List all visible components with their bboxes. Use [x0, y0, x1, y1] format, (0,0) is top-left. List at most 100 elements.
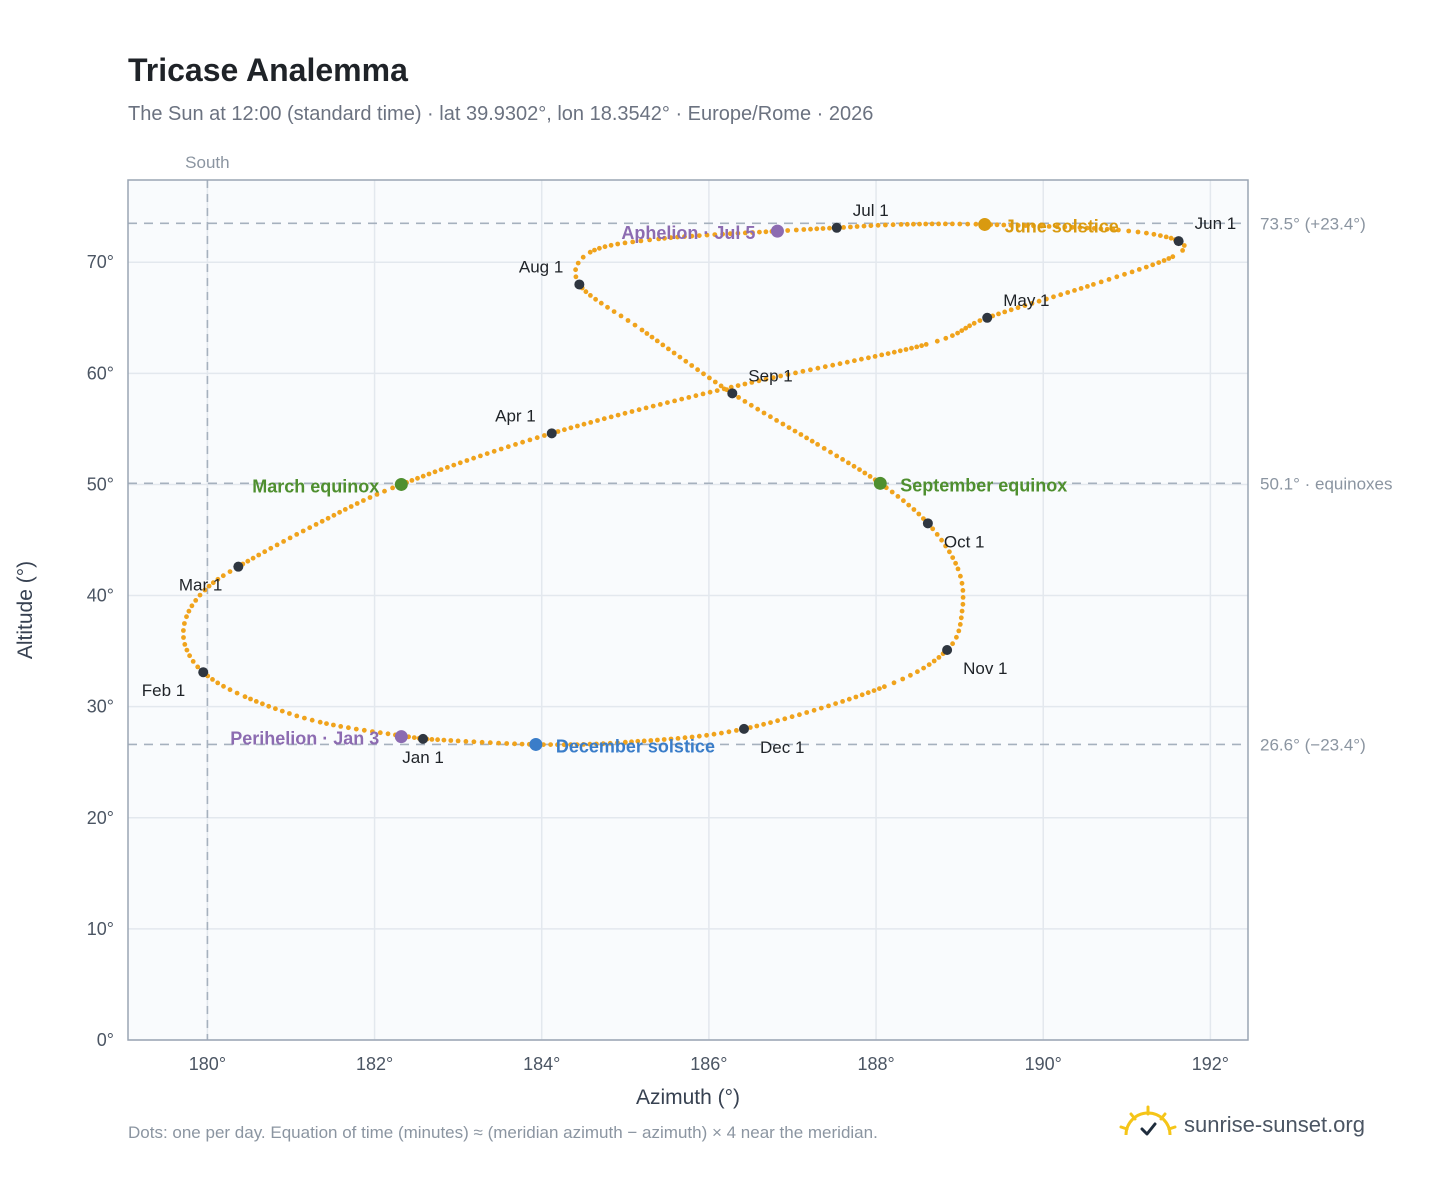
- daily-position-dot: [1106, 277, 1112, 282]
- daily-position-dot: [262, 549, 268, 555]
- event-marker: [529, 737, 543, 751]
- daily-position-dot: [625, 318, 631, 323]
- event-marker: [770, 224, 784, 238]
- daily-position-dot: [331, 722, 336, 728]
- daily-position-dot: [901, 498, 906, 504]
- daily-position-dot: [1170, 254, 1176, 260]
- month-label: Jul 1: [853, 201, 889, 220]
- daily-position-dot: [804, 710, 810, 715]
- daily-position-dot: [875, 222, 881, 228]
- daily-position-dot: [1163, 234, 1169, 240]
- daily-position-dot: [583, 289, 589, 295]
- daily-position-dot: [1085, 284, 1090, 289]
- daily-position-dot: [761, 721, 766, 727]
- daily-position-dot: [883, 222, 888, 228]
- daily-position-dot: [206, 583, 212, 589]
- daily-position-dot: [615, 412, 621, 418]
- daily-position-dot: [189, 603, 195, 609]
- daily-position-dot: [520, 439, 525, 445]
- y-tick-label: 30°: [87, 697, 114, 717]
- daily-position-dot: [534, 435, 540, 441]
- daily-position-dot: [644, 331, 650, 336]
- daily-position-dot: [868, 223, 874, 229]
- daily-position-dot: [429, 737, 435, 742]
- month-label: Sep 1: [748, 366, 792, 385]
- daily-position-dot: [679, 396, 685, 402]
- daily-position-dot: [186, 608, 192, 614]
- daily-position-dot: [749, 380, 755, 385]
- daily-position-dot: [808, 367, 813, 373]
- brand-name[interactable]: sunrise-sunset.org: [1184, 1112, 1365, 1137]
- daily-position-dot: [1084, 225, 1090, 231]
- daily-position-dot: [615, 241, 621, 247]
- daily-position-dot: [846, 696, 852, 702]
- daily-position-dot: [256, 552, 262, 558]
- month-marker: [546, 428, 557, 439]
- daily-position-dot: [904, 221, 910, 227]
- daily-position-dot: [792, 428, 798, 434]
- daily-position-dot: [471, 455, 476, 461]
- daily-position-dot: [187, 653, 193, 659]
- daily-position-dot: [504, 741, 510, 746]
- daily-position-dot: [629, 409, 635, 414]
- daily-position-dot: [736, 395, 741, 400]
- daily-position-dot: [800, 368, 806, 374]
- daily-position-dot: [250, 555, 256, 561]
- daily-position-dot: [943, 335, 949, 341]
- daily-position-dot: [1077, 225, 1083, 231]
- daily-position-dot: [668, 235, 674, 241]
- month-label: Dec 1: [760, 738, 804, 757]
- daily-position-dot: [742, 230, 748, 236]
- daily-position-dot: [916, 511, 922, 517]
- daily-position-dot: [950, 221, 955, 227]
- daily-position-dot: [958, 615, 964, 621]
- daily-position-dot: [971, 320, 977, 326]
- daily-position-dot: [287, 535, 293, 541]
- daily-position-dot: [426, 471, 432, 477]
- daily-position-dot: [780, 421, 786, 427]
- daily-position-dot: [891, 349, 897, 355]
- daily-position-dot: [1008, 222, 1014, 228]
- brand[interactable]: sunrise-sunset.org: [1118, 1100, 1365, 1150]
- daily-position-dot: [808, 226, 813, 232]
- y-tick-label: 60°: [87, 363, 114, 383]
- daily-position-dot: [1135, 229, 1141, 235]
- daily-position-dot: [959, 608, 965, 614]
- daily-position-dot: [197, 592, 203, 598]
- daily-position-dot: [1110, 227, 1116, 233]
- daily-position-dot: [555, 429, 561, 434]
- daily-position-dot: [934, 338, 940, 344]
- daily-position-dot: [1098, 226, 1104, 232]
- daily-position-dot: [727, 231, 733, 237]
- y-tick-label: 0°: [97, 1030, 114, 1050]
- daily-position-dot: [750, 230, 755, 235]
- daily-position-dot: [785, 228, 791, 233]
- daily-position-dot: [210, 677, 215, 682]
- daily-position-dot: [622, 410, 628, 416]
- daily-position-dot: [638, 238, 644, 244]
- daily-position-dot: [939, 537, 944, 543]
- daily-position-dot: [872, 354, 878, 359]
- daily-position-dot: [689, 734, 695, 740]
- daily-position-dot: [573, 267, 578, 273]
- daily-position-dot: [822, 364, 828, 370]
- daily-position-dot: [1023, 223, 1029, 229]
- daily-position-dot: [820, 226, 826, 231]
- daily-position-dot: [337, 509, 342, 515]
- daily-position-dot: [595, 418, 600, 423]
- daily-position-dot: [711, 731, 717, 737]
- daily-position-dot: [707, 375, 712, 381]
- x-tick-label: 180°: [189, 1054, 226, 1074]
- daily-position-dot: [519, 741, 525, 747]
- daily-position-dot: [361, 498, 366, 503]
- daily-position-dot: [513, 442, 518, 447]
- daily-position-dot: [804, 435, 809, 441]
- daily-position-dot: [761, 410, 767, 416]
- daily-position-dot: [1078, 286, 1084, 291]
- daily-position-dot: [735, 230, 741, 236]
- y-tick-label: 10°: [87, 919, 114, 939]
- daily-position-dot: [629, 739, 634, 745]
- daily-position-dot: [689, 233, 695, 239]
- daily-position-dot: [181, 628, 186, 633]
- daily-position-dot: [1161, 258, 1167, 263]
